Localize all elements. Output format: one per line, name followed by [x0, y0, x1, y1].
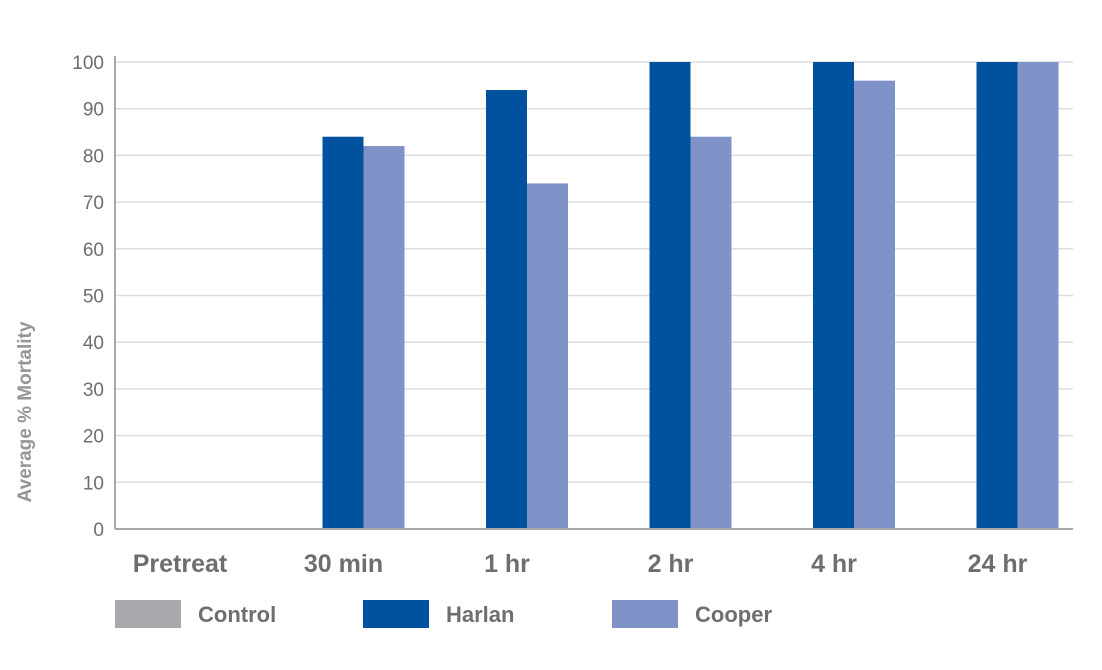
bar-harlan-30-min — [322, 136, 364, 529]
x-tick-label: 24 hr — [968, 550, 1028, 578]
legend-label-harlan: Harlan — [446, 602, 514, 627]
y-tick-label: 90 — [83, 100, 104, 121]
legend-swatch-control — [115, 600, 181, 628]
x-tick-label: 2 hr — [648, 550, 694, 578]
bar-cooper-24-hr — [1017, 62, 1059, 529]
x-tick-label: 1 hr — [484, 550, 530, 578]
legend: Control Harlan Cooper — [115, 600, 772, 628]
x-tick-labels: Pretreat 30 min 1 hr 2 hr 4 hr 24 hr — [133, 550, 1028, 578]
x-tick-label: Pretreat — [133, 550, 228, 578]
axes — [114, 56, 1073, 530]
bar-harlan-2-hr — [649, 62, 691, 529]
y-tick-label: 30 — [83, 380, 104, 401]
y-axis-title: Average % Mortality — [15, 321, 36, 502]
y-tick-label: 80 — [83, 146, 104, 167]
legend-label-cooper: Cooper — [695, 602, 772, 627]
bar-harlan-1-hr — [486, 90, 527, 530]
y-tick-labels: 0 10 20 30 40 50 60 70 80 90 100 — [72, 53, 104, 541]
y-tick-label: 100 — [72, 53, 104, 74]
bar-cooper-2-hr — [690, 136, 732, 529]
y-tick-label: 60 — [83, 240, 104, 261]
x-tick-label: 30 min — [304, 550, 383, 578]
y-tick-label: 50 — [83, 287, 104, 308]
bar-cooper-30-min — [363, 146, 405, 529]
y-tick-label: 40 — [83, 333, 104, 354]
y-tick-label: 20 — [83, 427, 104, 448]
y-tick-label: 10 — [83, 473, 104, 494]
bars — [322, 62, 1059, 530]
y-tick-label: 70 — [83, 193, 104, 214]
bar-harlan-24-hr — [976, 62, 1018, 529]
legend-label-control: Control — [198, 602, 276, 627]
bar-cooper-4-hr — [854, 80, 895, 530]
legend-swatch-cooper — [612, 600, 678, 628]
x-tick-label: 4 hr — [811, 550, 857, 578]
y-tick-label: 0 — [93, 520, 104, 541]
legend-swatch-harlan — [363, 600, 429, 628]
bar-harlan-4-hr — [813, 62, 854, 529]
gridlines — [115, 61, 1073, 484]
bar-cooper-1-hr — [527, 183, 568, 530]
